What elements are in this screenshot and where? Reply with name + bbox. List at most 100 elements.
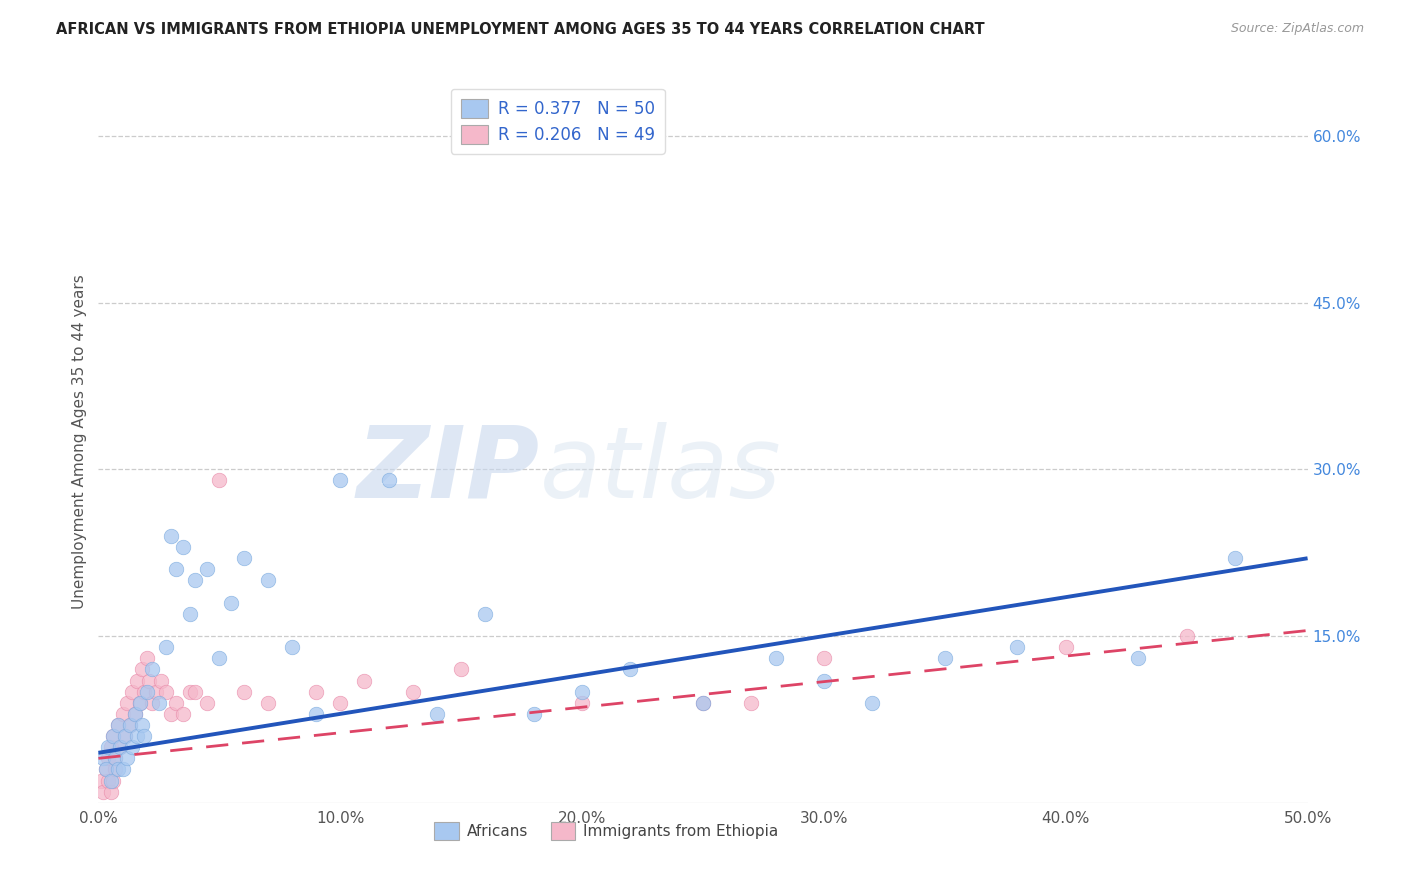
- Text: AFRICAN VS IMMIGRANTS FROM ETHIOPIA UNEMPLOYMENT AMONG AGES 35 TO 44 YEARS CORRE: AFRICAN VS IMMIGRANTS FROM ETHIOPIA UNEM…: [56, 22, 984, 37]
- Point: [131, 662, 153, 676]
- Point: [426, 706, 449, 721]
- Point: [107, 718, 129, 732]
- Point: [100, 740, 122, 755]
- Point: [765, 651, 787, 665]
- Point: [155, 640, 177, 655]
- Point: [377, 474, 399, 488]
- Point: [124, 706, 146, 721]
- Point: [128, 696, 150, 710]
- Point: [179, 607, 201, 621]
- Point: [281, 640, 304, 655]
- Point: [1175, 629, 1198, 643]
- Point: [934, 651, 956, 665]
- Point: [148, 696, 170, 710]
- Point: [813, 673, 835, 688]
- Point: [94, 763, 117, 777]
- Point: [128, 696, 150, 710]
- Point: [135, 684, 157, 698]
- Point: [150, 673, 173, 688]
- Point: [155, 684, 177, 698]
- Point: [692, 696, 714, 710]
- Point: [97, 751, 120, 765]
- Point: [474, 607, 496, 621]
- Point: [160, 706, 183, 721]
- Point: [91, 751, 114, 765]
- Point: [141, 662, 163, 676]
- Point: [165, 562, 187, 576]
- Point: [305, 684, 328, 698]
- Point: [108, 740, 131, 755]
- Point: [1128, 651, 1150, 665]
- Point: [111, 763, 134, 777]
- Point: [523, 706, 546, 721]
- Point: [101, 773, 124, 788]
- Point: [107, 763, 129, 777]
- Point: [208, 474, 231, 488]
- Point: [134, 684, 156, 698]
- Point: [114, 729, 136, 743]
- Point: [104, 751, 127, 765]
- Legend: Africans, Immigrants from Ethiopia: Africans, Immigrants from Ethiopia: [429, 816, 785, 846]
- Point: [121, 740, 143, 755]
- Point: [184, 684, 207, 698]
- Point: [145, 684, 167, 698]
- Point: [124, 706, 146, 721]
- Point: [127, 729, 149, 743]
- Point: [571, 696, 593, 710]
- Point: [221, 596, 243, 610]
- Point: [104, 751, 127, 765]
- Point: [256, 696, 278, 710]
- Y-axis label: Unemployment Among Ages 35 to 44 years: Unemployment Among Ages 35 to 44 years: [72, 274, 87, 609]
- Point: [195, 696, 218, 710]
- Point: [90, 773, 112, 788]
- Point: [104, 763, 127, 777]
- Point: [179, 684, 201, 698]
- Point: [329, 474, 352, 488]
- Point: [353, 673, 375, 688]
- Point: [256, 574, 278, 588]
- Point: [619, 662, 641, 676]
- Point: [860, 696, 883, 710]
- Point: [740, 696, 762, 710]
- Point: [94, 763, 117, 777]
- Point: [232, 684, 254, 698]
- Point: [571, 684, 593, 698]
- Point: [329, 696, 352, 710]
- Point: [117, 696, 139, 710]
- Point: [100, 785, 122, 799]
- Point: [195, 562, 218, 576]
- Text: Source: ZipAtlas.com: Source: ZipAtlas.com: [1230, 22, 1364, 36]
- Point: [107, 718, 129, 732]
- Point: [127, 673, 149, 688]
- Point: [97, 740, 120, 755]
- Point: [1054, 640, 1077, 655]
- Point: [232, 551, 254, 566]
- Point: [131, 718, 153, 732]
- Point: [165, 696, 187, 710]
- Point: [118, 718, 141, 732]
- Point: [108, 740, 131, 755]
- Point: [172, 706, 194, 721]
- Text: ZIP: ZIP: [357, 422, 540, 519]
- Point: [117, 751, 139, 765]
- Point: [141, 696, 163, 710]
- Point: [101, 729, 124, 743]
- Point: [91, 785, 114, 799]
- Point: [138, 673, 160, 688]
- Point: [402, 684, 425, 698]
- Point: [114, 729, 136, 743]
- Point: [101, 729, 124, 743]
- Point: [450, 662, 472, 676]
- Point: [1223, 551, 1246, 566]
- Point: [160, 529, 183, 543]
- Point: [813, 651, 835, 665]
- Point: [1007, 640, 1029, 655]
- Point: [184, 574, 207, 588]
- Point: [118, 718, 141, 732]
- Point: [692, 696, 714, 710]
- Point: [121, 684, 143, 698]
- Point: [111, 706, 134, 721]
- Point: [100, 773, 122, 788]
- Point: [172, 540, 194, 554]
- Point: [97, 773, 120, 788]
